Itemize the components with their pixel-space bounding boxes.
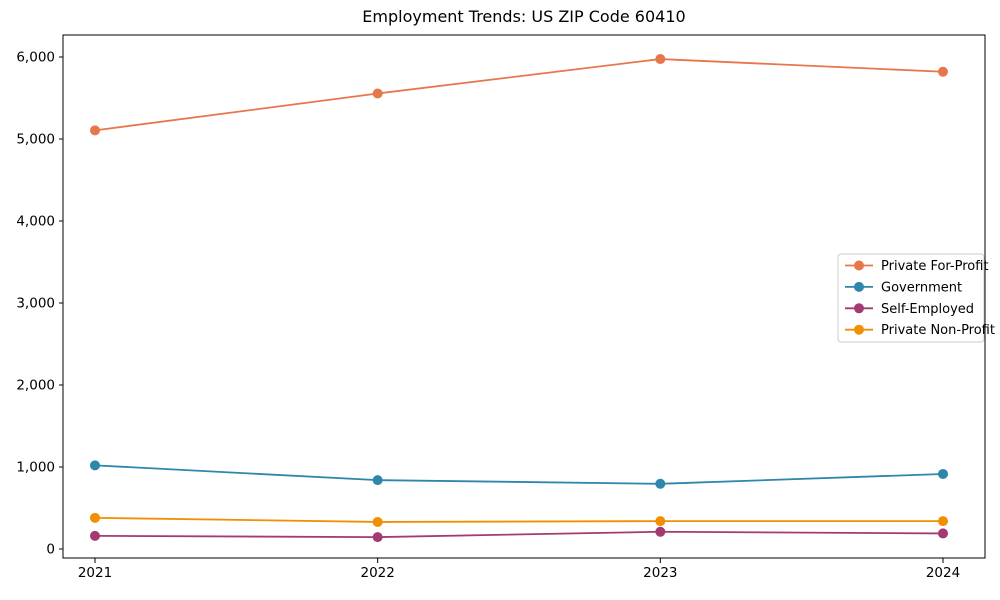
series-marker [655, 516, 666, 527]
legend-marker [854, 260, 864, 271]
y-tick-label: 3,000 [16, 296, 55, 312]
y-tick-label: 6,000 [16, 50, 55, 66]
y-tick-label: 5,000 [16, 132, 55, 148]
x-tick-label: 2022 [360, 565, 394, 581]
x-tick-label: 2021 [78, 565, 112, 581]
series-marker [655, 478, 666, 489]
series-line [94, 516, 943, 523]
series-marker [938, 66, 948, 77]
series-marker [372, 475, 383, 486]
series-marker [372, 516, 383, 527]
y-tick-label: 2,000 [16, 378, 55, 394]
series-marker [372, 532, 383, 543]
legend-label: Self-Employed [881, 302, 974, 317]
y-tick-label: 0 [46, 542, 55, 558]
series-marker [372, 88, 383, 99]
y-tick-label: 1,000 [16, 460, 55, 476]
y-tick-label: 4,000 [16, 214, 55, 230]
series-marker [655, 526, 666, 537]
legend-box [837, 253, 985, 343]
legend-label: Private For-Profit [881, 259, 989, 274]
chart-title: Employment Trends: US ZIP Code 60410 [362, 7, 686, 26]
series-marker [90, 460, 100, 471]
series-line [94, 464, 944, 485]
series-marker [90, 530, 100, 541]
series-marker [938, 516, 948, 527]
legend-label: Government [881, 280, 962, 295]
series-marker [938, 468, 948, 479]
series-marker [655, 54, 666, 65]
series-marker [90, 125, 100, 136]
legend-label: Private Non-Profit [881, 323, 995, 338]
series-line [94, 58, 944, 132]
legend-marker [854, 303, 864, 314]
x-tick-label: 2023 [643, 565, 677, 581]
series-line [94, 530, 944, 539]
series-marker [938, 528, 948, 539]
series-marker [90, 512, 100, 523]
x-tick-label: 2024 [926, 565, 960, 581]
legend-marker [854, 281, 864, 292]
legend-marker [854, 324, 864, 335]
